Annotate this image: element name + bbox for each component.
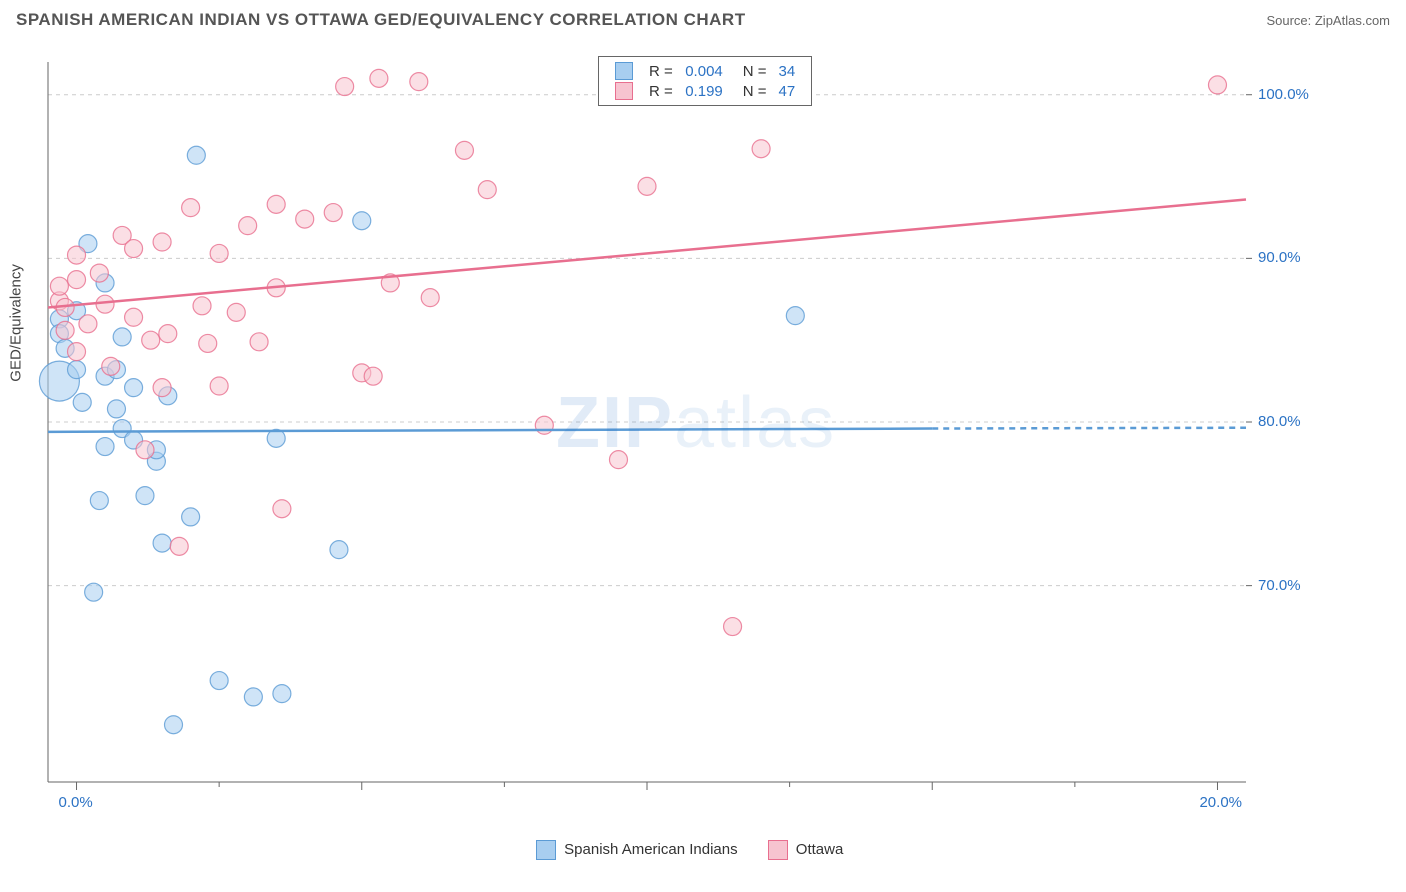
scatter-plot: ZIPatlas GED/Equivalency 70.0%80.0%90.0%… (46, 52, 1306, 812)
y-tick-label: 70.0% (1258, 577, 1301, 594)
y-axis-label: GED/Equivalency (8, 264, 25, 382)
y-tick-label: 100.0% (1258, 86, 1309, 103)
source-label: Source: ZipAtlas.com (1266, 13, 1390, 28)
legend-swatch (768, 840, 788, 860)
chart-title: SPANISH AMERICAN INDIAN VS OTTAWA GED/EQ… (16, 10, 746, 30)
series-legend: Spanish American Indians Ottawa (536, 840, 873, 860)
y-tick-label: 80.0% (1258, 413, 1301, 430)
x-tick-label: 0.0% (59, 794, 93, 811)
x-tick-label: 20.0% (1199, 794, 1242, 811)
legend-series-label: Spanish American Indians (564, 841, 737, 858)
legend-series-label: Ottawa (796, 841, 844, 858)
legend-swatch (536, 840, 556, 860)
correlation-legend: R =0.004N =34R =0.199N =47 (598, 56, 812, 106)
y-tick-label: 90.0% (1258, 249, 1301, 266)
